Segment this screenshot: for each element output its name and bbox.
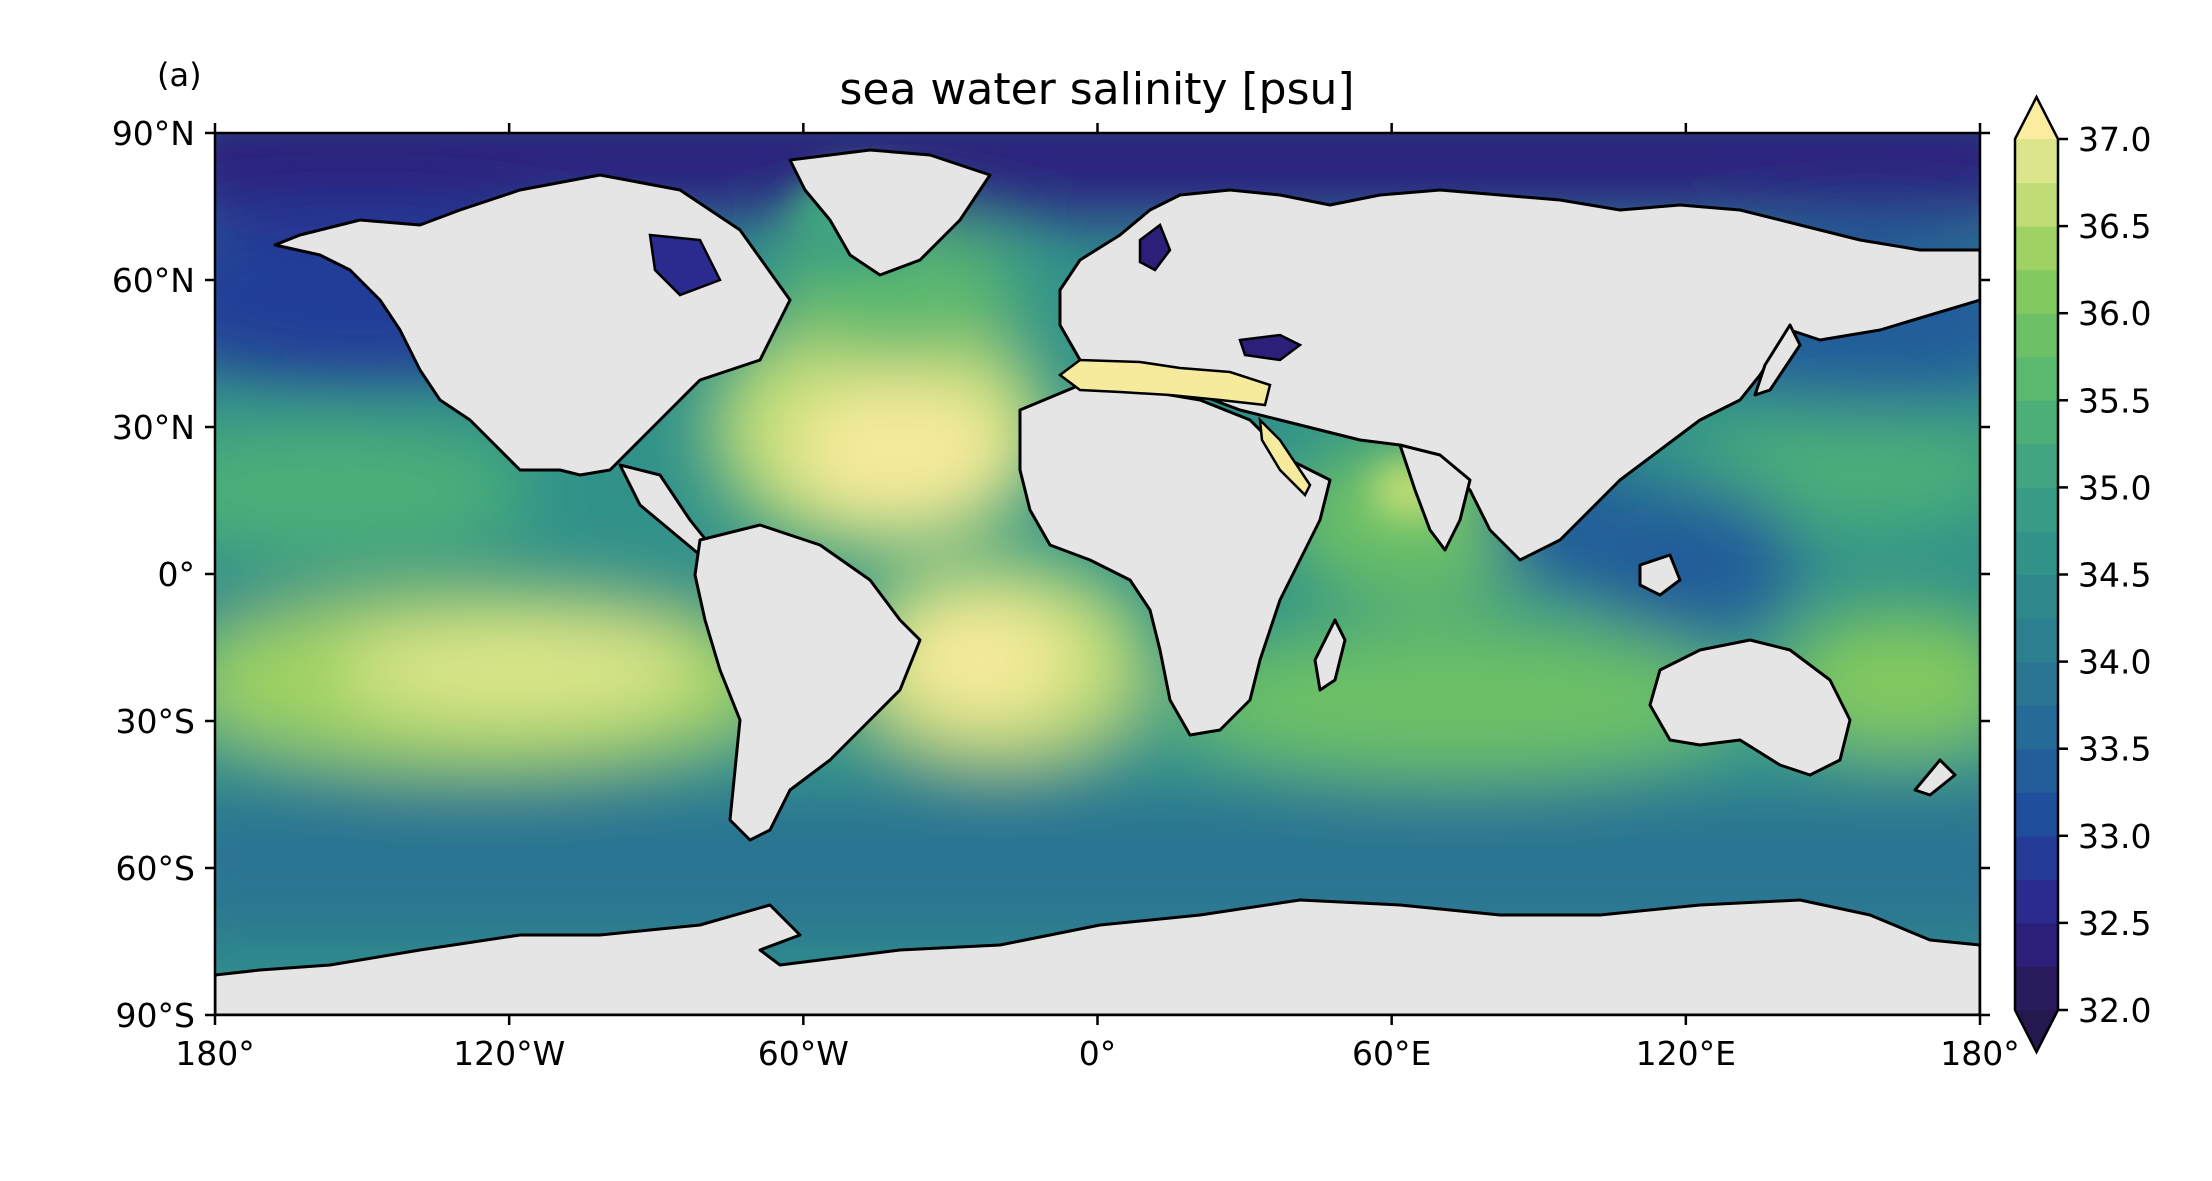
x-tick-label: 180°: [1940, 1034, 2020, 1073]
red-sea: [1258, 416, 1312, 498]
y-tick-label: 90°S: [116, 996, 195, 1035]
colorbar-segment: [2015, 835, 2058, 880]
colorbar-segment: [2015, 705, 2058, 750]
greenland-land: [788, 148, 992, 277]
india-land: [1398, 443, 1472, 552]
eurasia-land: [1058, 188, 1980, 562]
panel-label: (a): [157, 56, 202, 94]
colorbar-tick-label: 34.5: [2078, 556, 2151, 595]
y-tick-label: 30°N: [112, 408, 195, 447]
y-tick-label: 30°S: [116, 702, 195, 741]
x-tick-label: 0°: [1079, 1034, 1117, 1073]
colorbar-segment: [2015, 400, 2058, 445]
black-sea: [1238, 333, 1303, 362]
x-tick-label: 120°W: [453, 1034, 565, 1073]
colorbar-segment: [2015, 966, 2058, 1011]
antarctica-land: [215, 898, 1980, 1015]
south-america-land: [693, 523, 922, 842]
map-title: sea water salinity [psu]: [839, 64, 1354, 115]
colorbar-tick-label: 32.5: [2078, 904, 2151, 943]
colorbar-segment: [2015, 443, 2058, 488]
colorbar-tick-label: 35.0: [2078, 468, 2151, 507]
colorbar-segment: [2015, 618, 2058, 663]
marginal-seas: [648, 223, 1312, 498]
africa-land: [1018, 383, 1332, 737]
colorbar-tick-label: 34.0: [2078, 643, 2151, 682]
colorbar-segment: [2015, 313, 2058, 358]
japan-land: [1753, 323, 1802, 397]
y-tick-label: 60°S: [116, 849, 195, 888]
colorbar-extend-max: [2015, 97, 2058, 139]
colorbar-segment: [2015, 574, 2058, 619]
x-tick-label: 180°: [175, 1034, 255, 1073]
axis-ticks: 180° 120°W 60°W 0° 60°E 120°E 180° 90°N 60°N 30°N…: [112, 114, 2020, 1073]
colorbar-segment: [2015, 661, 2058, 706]
colorbar-tick-label: 35.5: [2078, 381, 2151, 420]
x-tick-label: 60°E: [1352, 1034, 1431, 1073]
colorbar-tick-label: 36.5: [2078, 207, 2151, 246]
colorbar-segment: [2015, 922, 2058, 968]
land-masses: [215, 148, 1980, 1015]
borneo-land: [1638, 553, 1682, 597]
y-tick-label: 0°: [158, 555, 196, 594]
colorbar-segment: [2015, 530, 2058, 576]
colorbar-segment: [2015, 879, 2058, 924]
australia-land: [1648, 638, 1852, 777]
colorbar-segment: [2015, 792, 2058, 837]
colorbar-tick-label: 37.0: [2078, 120, 2151, 159]
hudson-bay: [648, 233, 722, 297]
colorbar-segment: [2015, 487, 2058, 532]
colorbar-tick-label: 32.0: [2078, 991, 2151, 1030]
colorbar-segment: [2015, 356, 2058, 401]
madagascar-land: [1313, 618, 1347, 692]
colorbar-tick-label: 36.0: [2078, 294, 2151, 333]
colorbar-tick-label: 33.0: [2078, 817, 2151, 856]
x-tick-label: 120°E: [1636, 1034, 1736, 1073]
colorbar-segment: [2015, 139, 2058, 184]
colorbar-segment: [2015, 182, 2058, 227]
colorbar-segment: [2015, 226, 2058, 271]
colorbar: 37.0 36.5 36.0 35.5 35.0 34.5 34.0 33.5 33.0 32.5…: [2013, 94, 2151, 1055]
colorbar-extend-min: [2015, 1010, 2058, 1052]
colorbar-tick-label: 33.5: [2078, 730, 2151, 769]
map-plot-area: [215, 133, 1980, 1015]
x-tick-label: 60°W: [758, 1034, 849, 1073]
y-tick-label: 60°N: [112, 261, 195, 300]
colorbar-segment: [2015, 269, 2058, 314]
new-zealand-land: [1913, 758, 1957, 797]
baltic-sea: [1138, 223, 1172, 272]
y-tick-label: 90°N: [112, 114, 195, 153]
mediterranean-sea: [1057, 358, 1272, 407]
colorbar-segment: [2015, 748, 2058, 793]
